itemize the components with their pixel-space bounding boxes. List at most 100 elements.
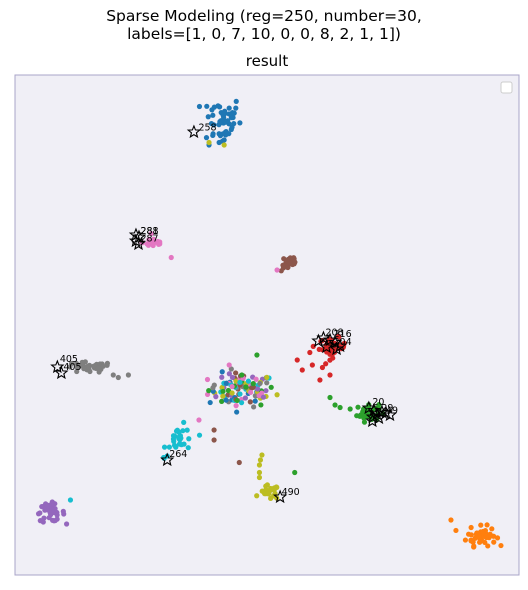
data-point [37,518,43,524]
annotation-label: 216 [334,329,352,340]
data-point [67,497,74,503]
data-point [216,139,222,146]
data-point [271,487,277,493]
data-point [319,364,326,371]
data-point [196,103,203,110]
data-point [468,532,474,538]
data-point [264,374,270,381]
data-point [64,521,70,527]
data-point [480,529,486,535]
data-point [207,399,213,406]
star-marker [128,233,144,248]
data-point [323,361,329,367]
data-point [208,120,215,127]
data-point [234,409,240,415]
data-point [35,511,42,517]
data-point [110,372,116,378]
data-point [146,239,153,245]
data-point [274,267,280,273]
axes-title: result [245,52,289,70]
data-point [258,402,264,408]
data-point [156,241,162,247]
data-point [67,364,73,370]
data-point [51,518,57,524]
data-point [237,391,243,397]
chart-title-line-2: labels=[1, 0, 7, 10, 0, 0, 8, 2, 1, 1]) [127,25,401,43]
data-point [47,509,53,516]
data-point [299,367,305,373]
data-point [247,389,254,395]
data-point [484,522,490,528]
data-point [468,524,474,531]
data-point [41,515,47,521]
data-point [219,398,225,404]
annotation-label: 287 [140,234,158,245]
data-point [225,387,232,394]
data-point [243,384,249,390]
data-point [177,433,184,439]
data-point [236,459,242,466]
data-point [256,393,262,399]
data-point [211,104,217,110]
annotation-label: 20 [372,397,384,408]
data-point [81,366,87,372]
data-point [217,104,223,110]
legend-box [500,81,513,94]
data-point [237,379,243,385]
data-point [336,334,342,340]
data-point [104,362,110,368]
data-point [233,98,239,104]
star-marker [374,404,390,419]
data-point [264,380,270,386]
data-point [233,105,239,111]
data-point [252,393,258,399]
data-point [229,383,235,390]
data-point [181,419,187,425]
data-point [347,406,353,412]
data-point [219,374,225,380]
annotation-label: 405 [60,354,78,365]
data-point [170,436,177,442]
annotation-label: 29 [381,403,393,414]
data-point [361,419,368,425]
data-point [217,133,223,139]
data-point [255,386,261,392]
data-point [259,452,265,458]
data-point [256,462,263,468]
star-marker [365,413,380,428]
data-point [210,132,216,139]
data-point [327,372,333,378]
data-point [462,537,469,543]
data-point [186,436,192,442]
data-point [287,260,293,266]
data-point [256,474,263,481]
data-point [260,394,267,400]
data-point [254,352,260,358]
data-point [211,437,217,443]
data-point [251,404,257,410]
data-point [206,388,212,394]
data-point [332,402,338,408]
data-point [206,139,212,146]
data-point [317,377,323,383]
data-point [327,394,333,401]
data-point [171,442,178,448]
star-marker [311,333,326,348]
data-point [226,362,232,368]
data-point [292,259,298,265]
data-point [476,534,482,540]
data-point [376,402,382,408]
data-point [327,357,333,363]
data-point [309,362,315,368]
data-point [474,530,480,536]
data-point [220,393,226,399]
data-point [357,413,363,419]
data-point [337,404,343,411]
data-point [161,444,168,450]
data-point [226,371,232,377]
data-point [185,445,191,451]
annotation-label: 490 [282,487,300,498]
data-point [222,108,228,114]
star-marker [329,341,344,356]
